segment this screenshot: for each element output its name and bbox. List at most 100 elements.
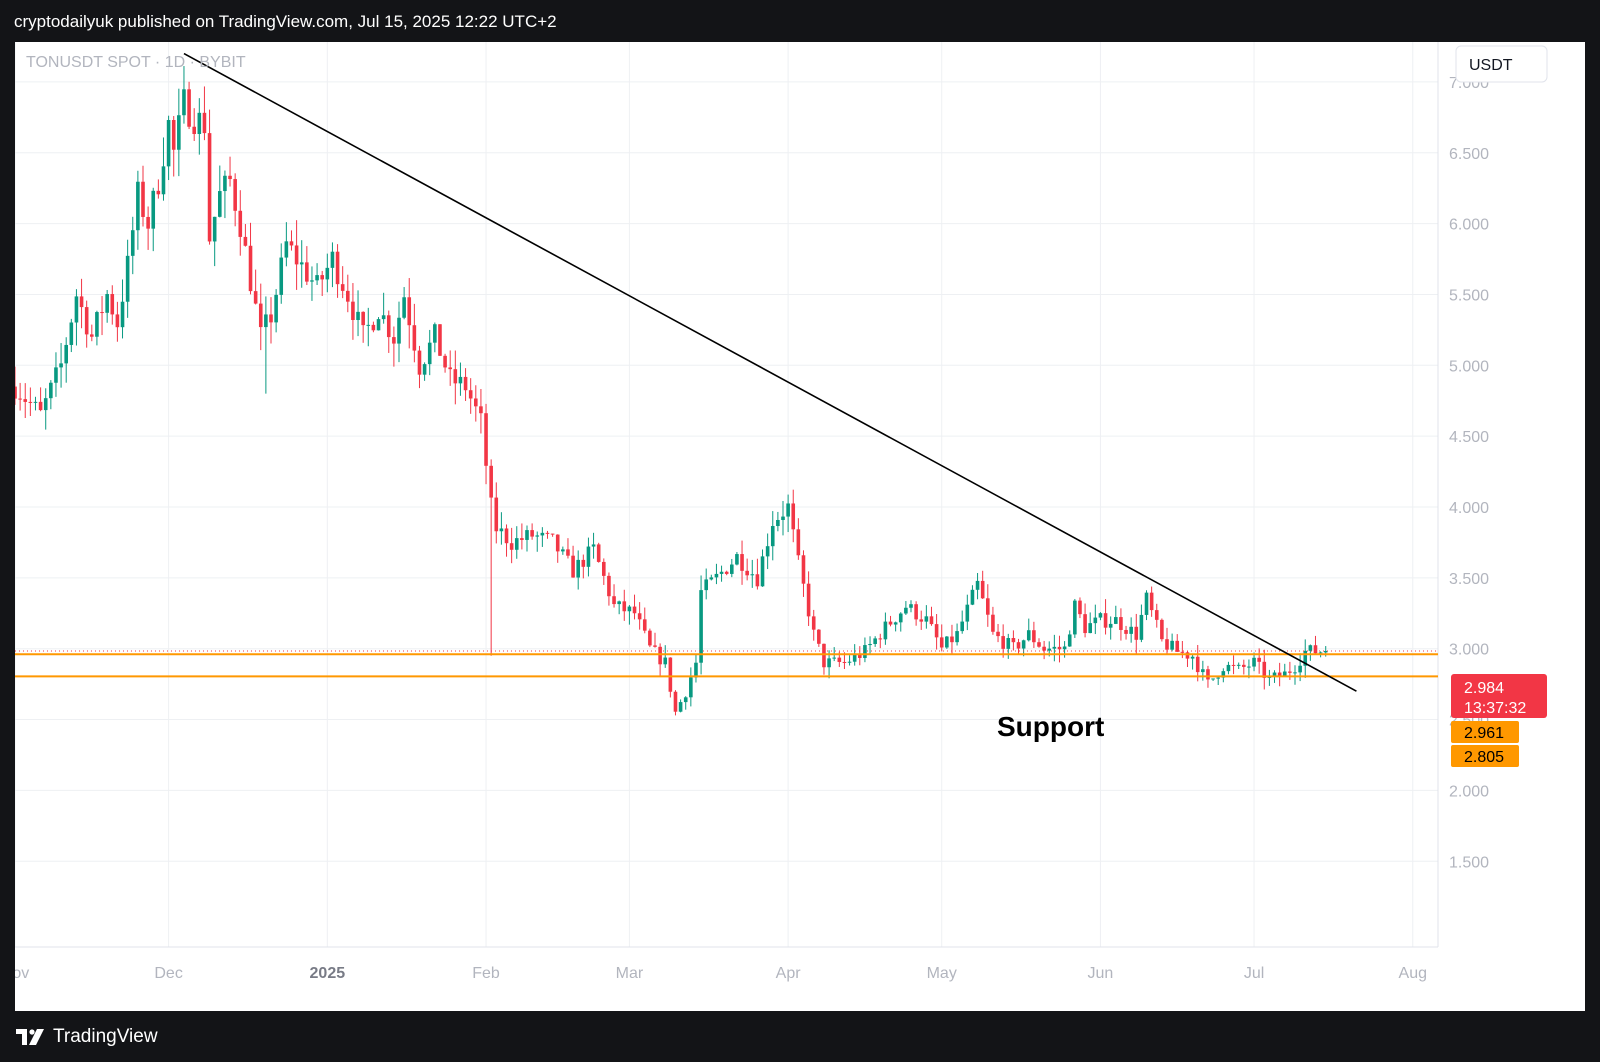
candle-body	[719, 571, 724, 574]
candle-body	[555, 534, 560, 552]
candle-body	[1247, 666, 1251, 668]
candle-body	[264, 314, 268, 328]
candle-body	[1170, 640, 1174, 650]
candle-body	[1103, 613, 1108, 628]
y-axis-tick-label: 6.500	[1449, 146, 1489, 163]
candle-body	[115, 314, 120, 328]
candle-body	[1144, 592, 1149, 615]
candle-body	[873, 638, 877, 645]
candle-body	[402, 297, 406, 318]
candle-body	[18, 398, 22, 400]
candle-body	[1149, 592, 1154, 611]
tradingview-brand[interactable]: TradingView	[16, 1025, 158, 1049]
candle-body	[479, 406, 483, 414]
candle-body	[218, 191, 222, 217]
candle-body	[305, 262, 309, 282]
price-chart[interactable]: 1.5002.0002.5003.0003.5004.0004.5005.000…	[1, 42, 1585, 1011]
candle-body	[320, 275, 324, 280]
candle-body	[1277, 672, 1282, 677]
candle-body	[525, 530, 529, 540]
candle-body	[678, 702, 683, 712]
candle-body	[433, 324, 437, 343]
candle-body	[893, 622, 898, 625]
footer-bar: TradingView	[0, 1011, 1600, 1062]
candle-body	[540, 532, 545, 536]
candle-body	[59, 363, 63, 368]
candle-body	[284, 241, 289, 258]
candle-body	[376, 319, 381, 331]
candle-body	[796, 529, 801, 556]
candle-body	[929, 616, 934, 625]
candle-body	[755, 574, 760, 587]
candle-body	[458, 376, 463, 384]
candle-body	[136, 181, 140, 231]
candle-body	[1221, 671, 1226, 678]
candle-body	[704, 579, 708, 591]
candle-body	[1067, 634, 1072, 647]
candle-body	[397, 317, 401, 344]
candle-body	[622, 601, 627, 612]
candle-body	[1318, 652, 1323, 654]
currency-button[interactable]: USDT	[1455, 45, 1548, 83]
candle-body	[120, 301, 125, 328]
candlestick-series	[13, 66, 1328, 716]
candle-body	[566, 549, 570, 556]
candle-body	[970, 589, 975, 605]
candle-body	[924, 616, 929, 622]
candle-body	[243, 236, 248, 246]
candle-body	[1267, 676, 1272, 678]
publish-info-text: cryptodailyuk published on TradingView.c…	[14, 12, 557, 31]
currency-label: USDT	[1469, 57, 1513, 74]
candle-body	[1282, 671, 1287, 677]
candle-body	[1124, 629, 1128, 634]
y-axis-tick-label: 5.000	[1449, 358, 1489, 375]
candle-body	[504, 528, 509, 544]
chart-panel[interactable]: 1.5002.0002.5003.0003.5004.0004.5005.000…	[1, 42, 1585, 1011]
tradingview-logo-icon	[16, 1029, 44, 1045]
candle-body	[806, 583, 811, 617]
candle-body	[392, 337, 396, 344]
y-axis-tick-label: 3.000	[1449, 642, 1489, 659]
candle-body	[1257, 657, 1261, 662]
candle-body	[1057, 646, 1062, 650]
candle-body	[484, 413, 488, 466]
candle-body	[258, 303, 263, 328]
candle-body	[1088, 623, 1092, 634]
candle-body	[535, 535, 540, 537]
candle-body	[371, 324, 376, 331]
y-axis-tick-label: 5.500	[1449, 287, 1489, 304]
trendline-layer	[183, 52, 1357, 692]
candle-body	[1288, 671, 1292, 673]
candle-body	[412, 325, 417, 351]
candle-body	[64, 344, 68, 364]
candle-body	[427, 342, 432, 365]
candle-body	[847, 661, 852, 663]
candle-body	[842, 661, 847, 663]
candle-body	[1313, 645, 1318, 654]
candle-body	[23, 399, 28, 402]
candle-body	[801, 555, 806, 584]
candle-body	[832, 657, 836, 659]
candle-body	[1042, 646, 1046, 651]
candle-body	[141, 181, 145, 217]
candle-body	[596, 544, 601, 562]
symbol-title: TONUSDT SPOT · 1D · BYBIT	[26, 54, 246, 71]
candle-body	[1093, 617, 1098, 624]
candle-body	[187, 89, 191, 127]
candle-body	[960, 621, 964, 632]
candle-body	[904, 607, 908, 614]
candle-body	[223, 175, 227, 192]
candle-body	[1032, 630, 1036, 643]
candle-body	[310, 280, 314, 282]
candle-body	[1185, 652, 1190, 659]
candle-body	[1083, 614, 1087, 634]
candle-body	[315, 275, 319, 281]
last-price-label: 2.984	[1464, 680, 1504, 697]
candle-body	[673, 691, 678, 712]
horizontal-levels	[15, 650, 1438, 678]
candle-body	[351, 301, 355, 320]
candle-body	[1001, 636, 1005, 649]
candle-body	[171, 120, 176, 150]
candle-body	[1242, 664, 1246, 667]
candle-body	[770, 526, 775, 547]
